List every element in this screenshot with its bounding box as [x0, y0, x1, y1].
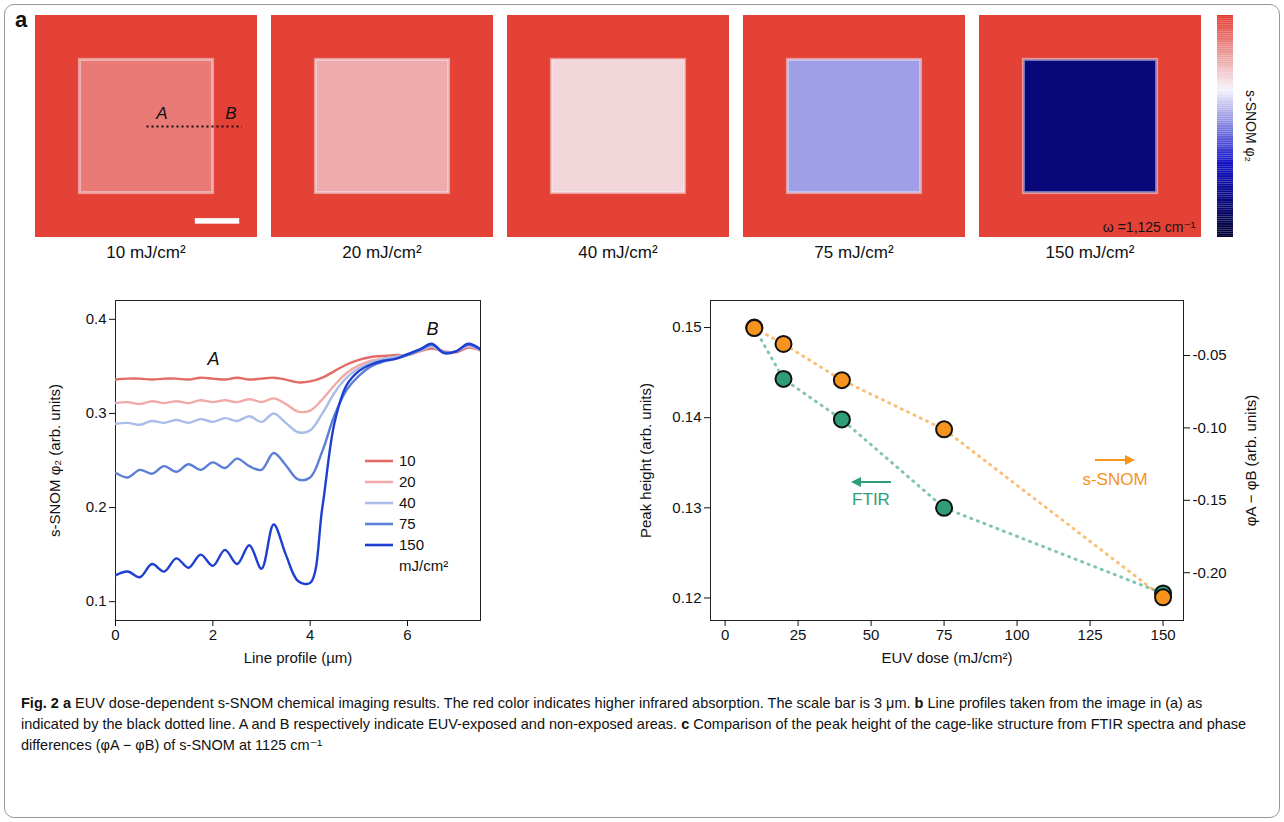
html-text:75: 75 [399, 515, 416, 532]
html-text:b: b [17, 290, 31, 315]
svg-text:0.1: 0.1 [86, 592, 107, 609]
html-text:75 mJ/cm²: 75 mJ/cm² [814, 243, 894, 262]
html-text:FTIR: FTIR [852, 490, 890, 509]
svg-text:0.4: 0.4 [86, 310, 107, 327]
svg-text:150: 150 [1151, 626, 1176, 643]
html-text:c: c [619, 290, 632, 315]
svg-text:s-SNOM φ₂: s-SNOM φ₂ [1243, 90, 1259, 162]
svg-text:75: 75 [936, 626, 953, 643]
svg-text:Line profile (µm): Line profile (µm) [244, 649, 353, 666]
html-text:10 mJ/cm²: 10 mJ/cm² [106, 243, 186, 262]
svg-text:50: 50 [863, 626, 880, 643]
svg-text:0.12: 0.12 [672, 589, 701, 606]
svg-text:A: A [207, 349, 220, 369]
svg-text:A: A [155, 104, 167, 123]
html-text:mJ/cm²: mJ/cm² [399, 557, 449, 574]
html-text:Fig. 2 a EUV dose-dependent s-: Fig. 2 a EUV dose-dependent s-SNOM chemi… [21, 695, 1247, 753]
svg-text:0.13: 0.13 [672, 499, 701, 516]
svg-text:4: 4 [306, 626, 314, 643]
html-text:40: 40 [399, 494, 416, 511]
svg-text:EUV dose (mJ/cm²): EUV dose (mJ/cm²) [882, 649, 1013, 666]
svg-text:B: B [225, 104, 236, 123]
html-text:20: 20 [399, 473, 416, 490]
svg-text:φA − φB (arb. units): φA − φB (arb. units) [1242, 395, 1259, 527]
svg-text:2: 2 [209, 626, 217, 643]
svg-text:0.14: 0.14 [672, 408, 701, 425]
html-text:40 mJ/cm²: 40 mJ/cm² [578, 243, 658, 262]
svg-text:-0.05: -0.05 [1193, 346, 1227, 363]
svg-text:-0.10: -0.10 [1193, 419, 1227, 436]
svg-text:125: 125 [1078, 626, 1103, 643]
svg-text:s-SNOM φ₂ (arb. units): s-SNOM φ₂ (arb. units) [46, 384, 63, 537]
html-text:s-SNOM: s-SNOM [1082, 470, 1148, 489]
html-text:20 mJ/cm²: 20 mJ/cm² [342, 243, 422, 262]
svg-text:B: B [427, 319, 439, 339]
html-text:150: 150 [399, 536, 424, 553]
svg-text:-0.20: -0.20 [1193, 564, 1227, 581]
svg-text:Peak height (arb. units): Peak height (arb. units) [637, 383, 654, 538]
html-text:a: a [15, 7, 28, 32]
html-text:150 mJ/cm²: 150 mJ/cm² [1045, 243, 1135, 262]
svg-text:100: 100 [1005, 626, 1030, 643]
svg-text:0.2: 0.2 [86, 498, 107, 515]
svg-text:6: 6 [403, 626, 411, 643]
svg-text:ω =1,125 cm⁻¹: ω =1,125 cm⁻¹ [1103, 219, 1196, 235]
html-text:10: 10 [399, 452, 416, 469]
svg-text:0.15: 0.15 [672, 318, 701, 335]
svg-text:0.3: 0.3 [86, 404, 107, 421]
svg-text:-0.15: -0.15 [1193, 491, 1227, 508]
svg-text:0: 0 [111, 626, 119, 643]
svg-text:0: 0 [721, 626, 729, 643]
svg-text:25: 25 [790, 626, 807, 643]
